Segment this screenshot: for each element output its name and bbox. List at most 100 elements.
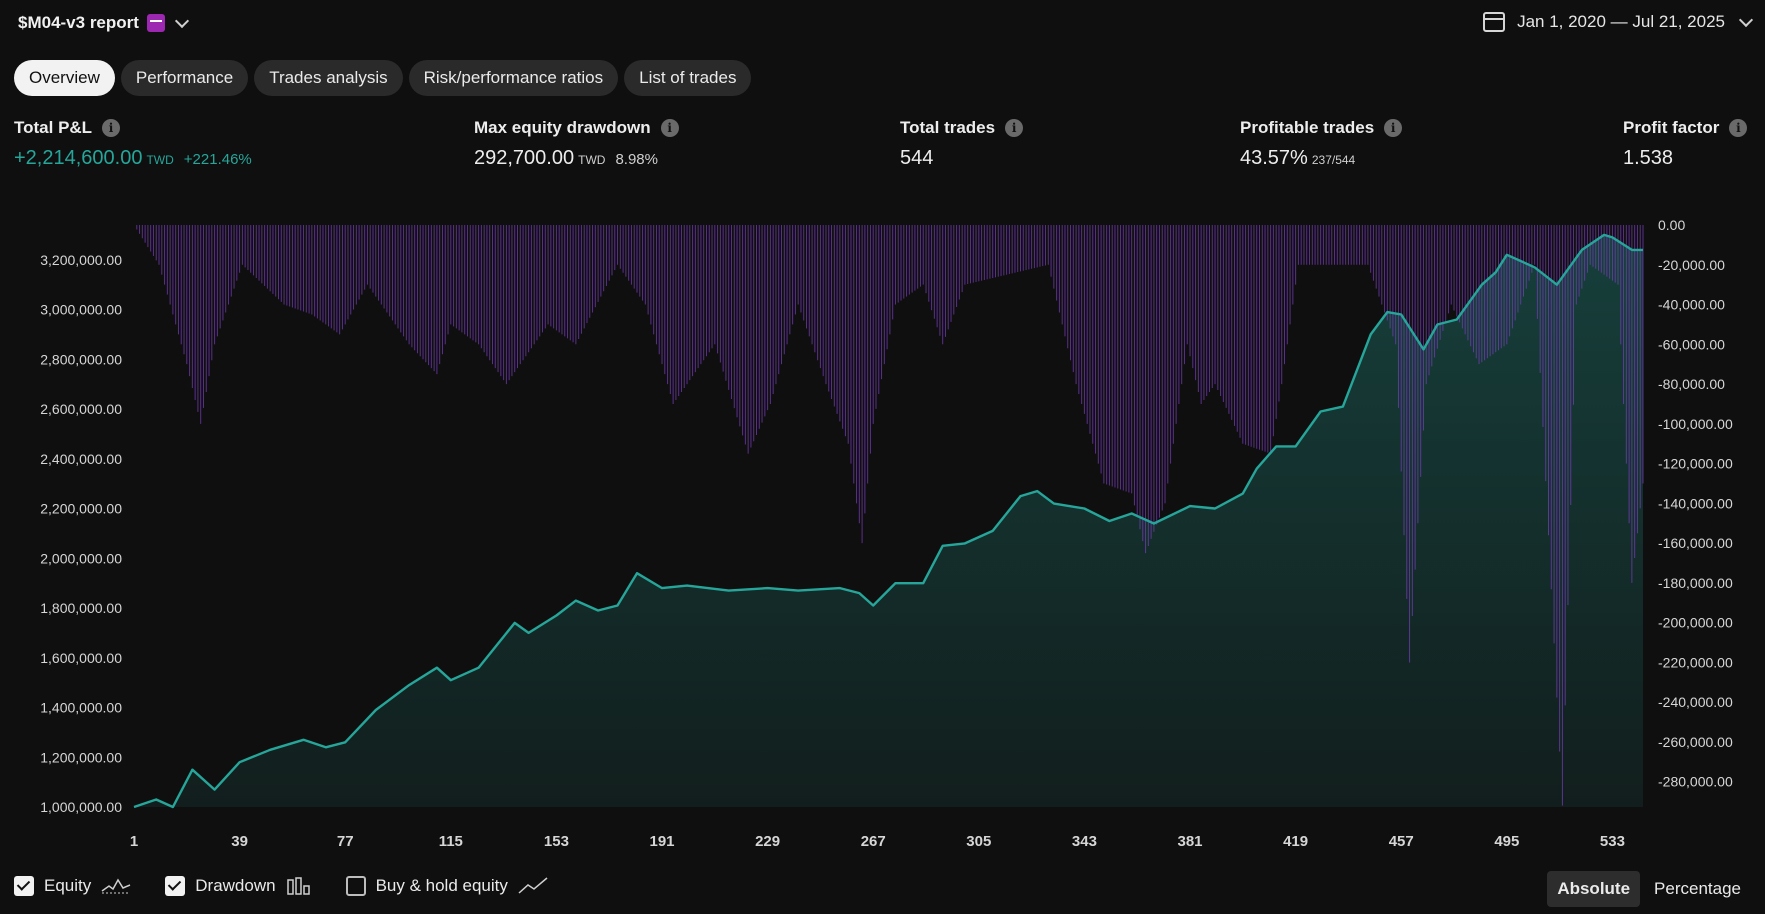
x-axis-tick-label: 229 [755, 833, 780, 850]
top-bar: $M04-v3 report Jan 1, 2020 — Jul 21, 202… [0, 0, 1765, 48]
date-range-text: Jan 1, 2020 — Jul 21, 2025 [1517, 12, 1725, 31]
y2-axis-tick-label: 0.00 [1658, 217, 1685, 233]
y-axis-tick-label: 1,400,000.00 [40, 700, 122, 716]
metric-label: Max equity drawdown [474, 118, 651, 137]
equity-line-icon [101, 878, 131, 894]
date-range-selector[interactable]: Jan 1, 2020 — Jul 21, 2025 [1483, 12, 1754, 32]
metric-unit: TWD [578, 153, 606, 167]
tab-trades-analysis[interactable]: Trades analysis [254, 60, 403, 96]
y-axis-tick-label: 2,600,000.00 [40, 401, 122, 417]
chart-legend: Equity Drawdown Buy & hold equity [14, 876, 548, 896]
metric-profit-factor: Profit factor i 1.538 [1623, 118, 1748, 170]
x-axis-tick-label: 305 [966, 833, 991, 850]
metric-label: Profit factor [1623, 118, 1720, 137]
metric-percent: 8.98% [615, 151, 658, 168]
trend-line-icon [518, 877, 548, 894]
metric-value: 1.538 [1623, 147, 1674, 169]
metric-total-trades: Total trades i 544 [900, 118, 1024, 170]
y2-axis-tick-label: -160,000.00 [1658, 535, 1733, 551]
info-icon[interactable]: i [1729, 119, 1748, 137]
info-icon[interactable]: i [1005, 119, 1024, 137]
x-axis-tick-label: 77 [337, 833, 354, 850]
y-axis-tick-label: 1,200,000.00 [40, 749, 122, 765]
info-icon[interactable]: i [1384, 119, 1403, 137]
x-axis-tick-label: 381 [1178, 833, 1203, 850]
legend-drawdown[interactable]: Drawdown [165, 876, 311, 896]
metric-value: 544 [900, 147, 934, 169]
x-axis-tick-label: 1 [130, 833, 138, 850]
metric-label: Total P&L [14, 118, 93, 137]
equity-area [134, 234, 1643, 807]
y-axis-tick-label: 3,200,000.00 [40, 252, 122, 268]
y-axis-tick-label: 2,400,000.00 [40, 451, 122, 467]
x-axis-tick-label: 343 [1072, 833, 1097, 850]
y-axis-tick-label: 2,800,000.00 [40, 351, 122, 367]
y2-axis-tick-label: -140,000.00 [1658, 495, 1733, 511]
x-axis-tick-label: 153 [544, 833, 569, 850]
x-axis-tick-label: 115 [439, 833, 463, 850]
legend-buy-hold[interactable]: Buy & hold equity [345, 876, 548, 896]
metric-value: +2,214,600.00 [14, 147, 143, 169]
tab-performance[interactable]: Performance [120, 60, 249, 96]
bar-chart-icon [286, 877, 310, 895]
metric-total-pnl: Total P&L i +2,214,600.00 TWD +221.46% [14, 118, 252, 170]
y-axis-tick-label: 1,000,000.00 [40, 799, 122, 815]
report-title[interactable]: $M04-v3 report [18, 13, 190, 33]
equity-checkbox[interactable] [14, 876, 34, 896]
y-axis-tick-label: 2,200,000.00 [40, 501, 122, 517]
metric-ratio: 237/544 [1311, 153, 1356, 167]
y2-axis-tick-label: -120,000.00 [1658, 456, 1733, 472]
percentage-button[interactable]: Percentage [1654, 879, 1741, 898]
metrics-row: Total P&L i +2,214,600.00 TWD +221.46% M… [0, 118, 1765, 178]
y2-axis-tick-label: -20,000.00 [1658, 257, 1725, 273]
calendar-icon[interactable] [1483, 12, 1506, 32]
y-axis-tick-label: 1,800,000.00 [40, 600, 122, 616]
absolute-button[interactable]: Absolute [1547, 871, 1641, 907]
metric-label: Total trades [900, 118, 996, 137]
legend-drawdown-label: Drawdown [195, 876, 276, 895]
equity-drawdown-chart[interactable]: 1,000,000.00 1,200,000.00 1,400,000.00 1,60… [0, 215, 1765, 855]
y2-axis-tick-label: -220,000.00 [1658, 654, 1733, 670]
metric-value: 43.57% [1240, 147, 1308, 169]
info-icon[interactable]: i [102, 119, 121, 137]
y2-axis-tick-label: -180,000.00 [1658, 575, 1733, 591]
metric-label: Profitable trades [1240, 118, 1375, 137]
metric-percent: +221.46% [183, 151, 252, 168]
tab-risk-performance-ratios[interactable]: Risk/performance ratios [408, 60, 619, 96]
legend-equity[interactable]: Equity [14, 876, 131, 896]
legend-buy-hold-label: Buy & hold equity [375, 876, 508, 895]
metric-max-drawdown: Max equity drawdown i 292,700.00 TWD 8.9… [474, 118, 679, 170]
y2-axis-tick-label: -100,000.00 [1658, 416, 1733, 432]
y2-axis-tick-label: -60,000.00 [1658, 336, 1725, 352]
x-axis-tick-label: 39 [231, 833, 248, 850]
x-axis-tick-label: 419 [1283, 833, 1308, 850]
y-axis-tick-label: 1,600,000.00 [40, 650, 122, 666]
tab-overview[interactable]: Overview [14, 60, 115, 96]
chevron-down-icon[interactable] [174, 13, 190, 28]
metric-value: 292,700.00 [474, 147, 575, 169]
drawdown-checkbox[interactable] [165, 876, 186, 896]
y2-axis-tick-label: -40,000.00 [1658, 297, 1725, 313]
y2-axis-tick-label: -260,000.00 [1658, 734, 1733, 750]
y2-axis-tick-label: -80,000.00 [1658, 376, 1725, 392]
y2-axis-tick-label: -200,000.00 [1658, 615, 1733, 631]
x-axis-tick-label: 267 [861, 833, 886, 850]
y2-axis-tick-label: -240,000.00 [1658, 694, 1733, 710]
buy-hold-checkbox[interactable] [345, 876, 366, 896]
equity-line [133, 233, 1643, 809]
info-icon[interactable]: i [660, 119, 679, 137]
metric-profitable-trades: Profitable trades i 43.57% 237/544 [1240, 118, 1403, 170]
value-mode-toggle: Absolute Percentage [1547, 871, 1751, 907]
legend-equity-label: Equity [44, 876, 92, 895]
y-axis-tick-label: 3,000,000.00 [40, 302, 122, 318]
x-axis-tick-label: 533 [1600, 833, 1625, 850]
x-axis-tick-label: 191 [649, 833, 674, 850]
metric-unit: TWD [146, 153, 174, 167]
y-axis-tick-label: 2,000,000.00 [40, 550, 122, 566]
calendar-badge-icon [146, 14, 165, 32]
y2-axis-tick-label: -280,000.00 [1658, 774, 1733, 790]
date-range-chevron-icon[interactable] [1738, 12, 1754, 27]
report-tabs: Overview Performance Trades analysis Ris… [14, 60, 752, 96]
tab-list-of-trades[interactable]: List of trades [624, 60, 752, 96]
report-title-text: $M04-v3 report [18, 13, 139, 32]
